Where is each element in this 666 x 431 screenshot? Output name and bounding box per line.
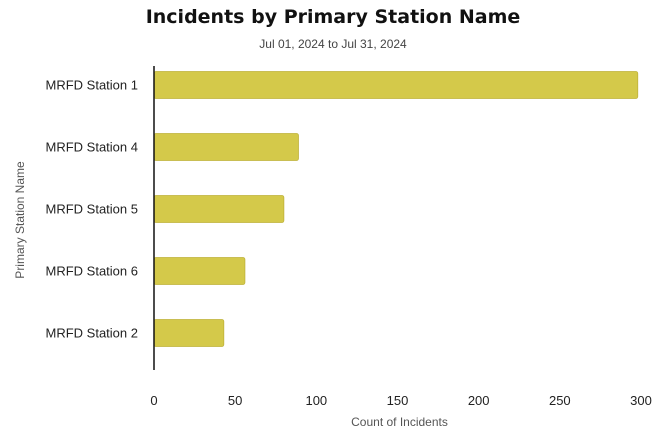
category-label-mrfd-station-4: MRFD Station 4: [46, 140, 138, 155]
chart-title: Incidents by Primary Station Name: [145, 6, 521, 28]
bar-mrfd-station-6: [153, 257, 246, 285]
y-axis-title: Primary Station Name: [13, 161, 27, 279]
category-label-mrfd-station-5: MRFD Station 5: [46, 202, 138, 217]
category-label-mrfd-station-2: MRFD Station 2: [46, 326, 138, 341]
x-axis-title: Count of Incidents: [351, 415, 448, 429]
x-tick-label-150: 150: [387, 393, 409, 408]
bar-mrfd-station-4: [153, 133, 299, 161]
bar-mrfd-station-5: [153, 195, 285, 223]
x-tick-label-250: 250: [549, 393, 571, 408]
x-axis-ticks: 0 50 100 150 200 250 300: [150, 393, 651, 408]
bars-layer: [153, 71, 639, 347]
x-tick-label-300: 300: [630, 393, 652, 408]
category-label-mrfd-station-1: MRFD Station 1: [46, 78, 138, 93]
x-tick-label-50: 50: [228, 393, 242, 408]
x-tick-label-0: 0: [150, 393, 157, 408]
x-tick-label-200: 200: [468, 393, 490, 408]
category-labels: MRFD Station 1 MRFD Station 4 MRFD Station…: [46, 78, 138, 341]
bar-mrfd-station-2: [153, 319, 225, 347]
chart-subtitle: Jul 01, 2024 to Jul 31, 2024: [259, 37, 407, 51]
category-label-mrfd-station-6: MRFD Station 6: [46, 264, 138, 279]
bar-mrfd-station-1: [153, 71, 639, 99]
x-tick-label-100: 100: [305, 393, 327, 408]
